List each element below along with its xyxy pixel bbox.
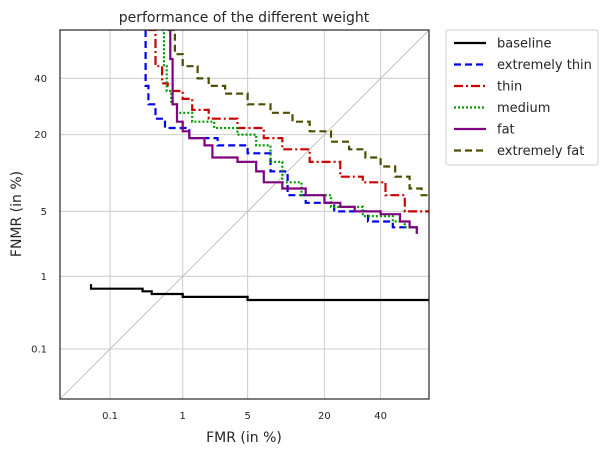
diagonal-reference-line (60, 30, 429, 399)
y-tick-label: 40 (34, 74, 47, 85)
series-layer (89, 30, 429, 302)
y-tick-label: 20 (34, 130, 47, 141)
legend-label-fat: fat (497, 123, 515, 138)
legend: baseline extremely thin thin medium fat extre… (445, 29, 599, 166)
y-tick-label: 1 (41, 272, 47, 283)
legend-label-extremely-fat: extremely fat (497, 144, 584, 159)
series-line-fat (169, 30, 418, 234)
chart-title: performance of the different weight (119, 10, 370, 26)
legend-label-thin: thin (497, 80, 522, 95)
x-tick-label: 0.1 (102, 411, 118, 422)
legend-label-baseline: baseline (497, 37, 551, 52)
x-tick-label: 20 (318, 411, 331, 422)
x-tick-label: 5 (244, 411, 250, 422)
x-tick-label: 1 (180, 411, 186, 422)
x-tick-label: 40 (374, 411, 387, 422)
legend-label-extremely-thin: extremely thin (497, 58, 592, 73)
y-tick-label: 5 (41, 207, 47, 218)
x-tick-labels: 0.1 1 5 20 40 (102, 411, 387, 422)
y-tick-labels: 0.1 1 5 20 40 (31, 74, 47, 356)
y-axis-label: FNMR (in %) (9, 171, 25, 257)
series-line-extremely-fat (167, 30, 429, 197)
legend-frame (445, 29, 599, 166)
y-tick-label: 0.1 (31, 344, 47, 355)
series-line-baseline (89, 284, 429, 302)
x-axis-label: FMR (in %) (206, 430, 282, 446)
series-line-medium (162, 30, 418, 234)
plot-frame (59, 29, 430, 400)
series-line-thin (147, 30, 429, 213)
legend-label-medium: medium (497, 101, 550, 116)
